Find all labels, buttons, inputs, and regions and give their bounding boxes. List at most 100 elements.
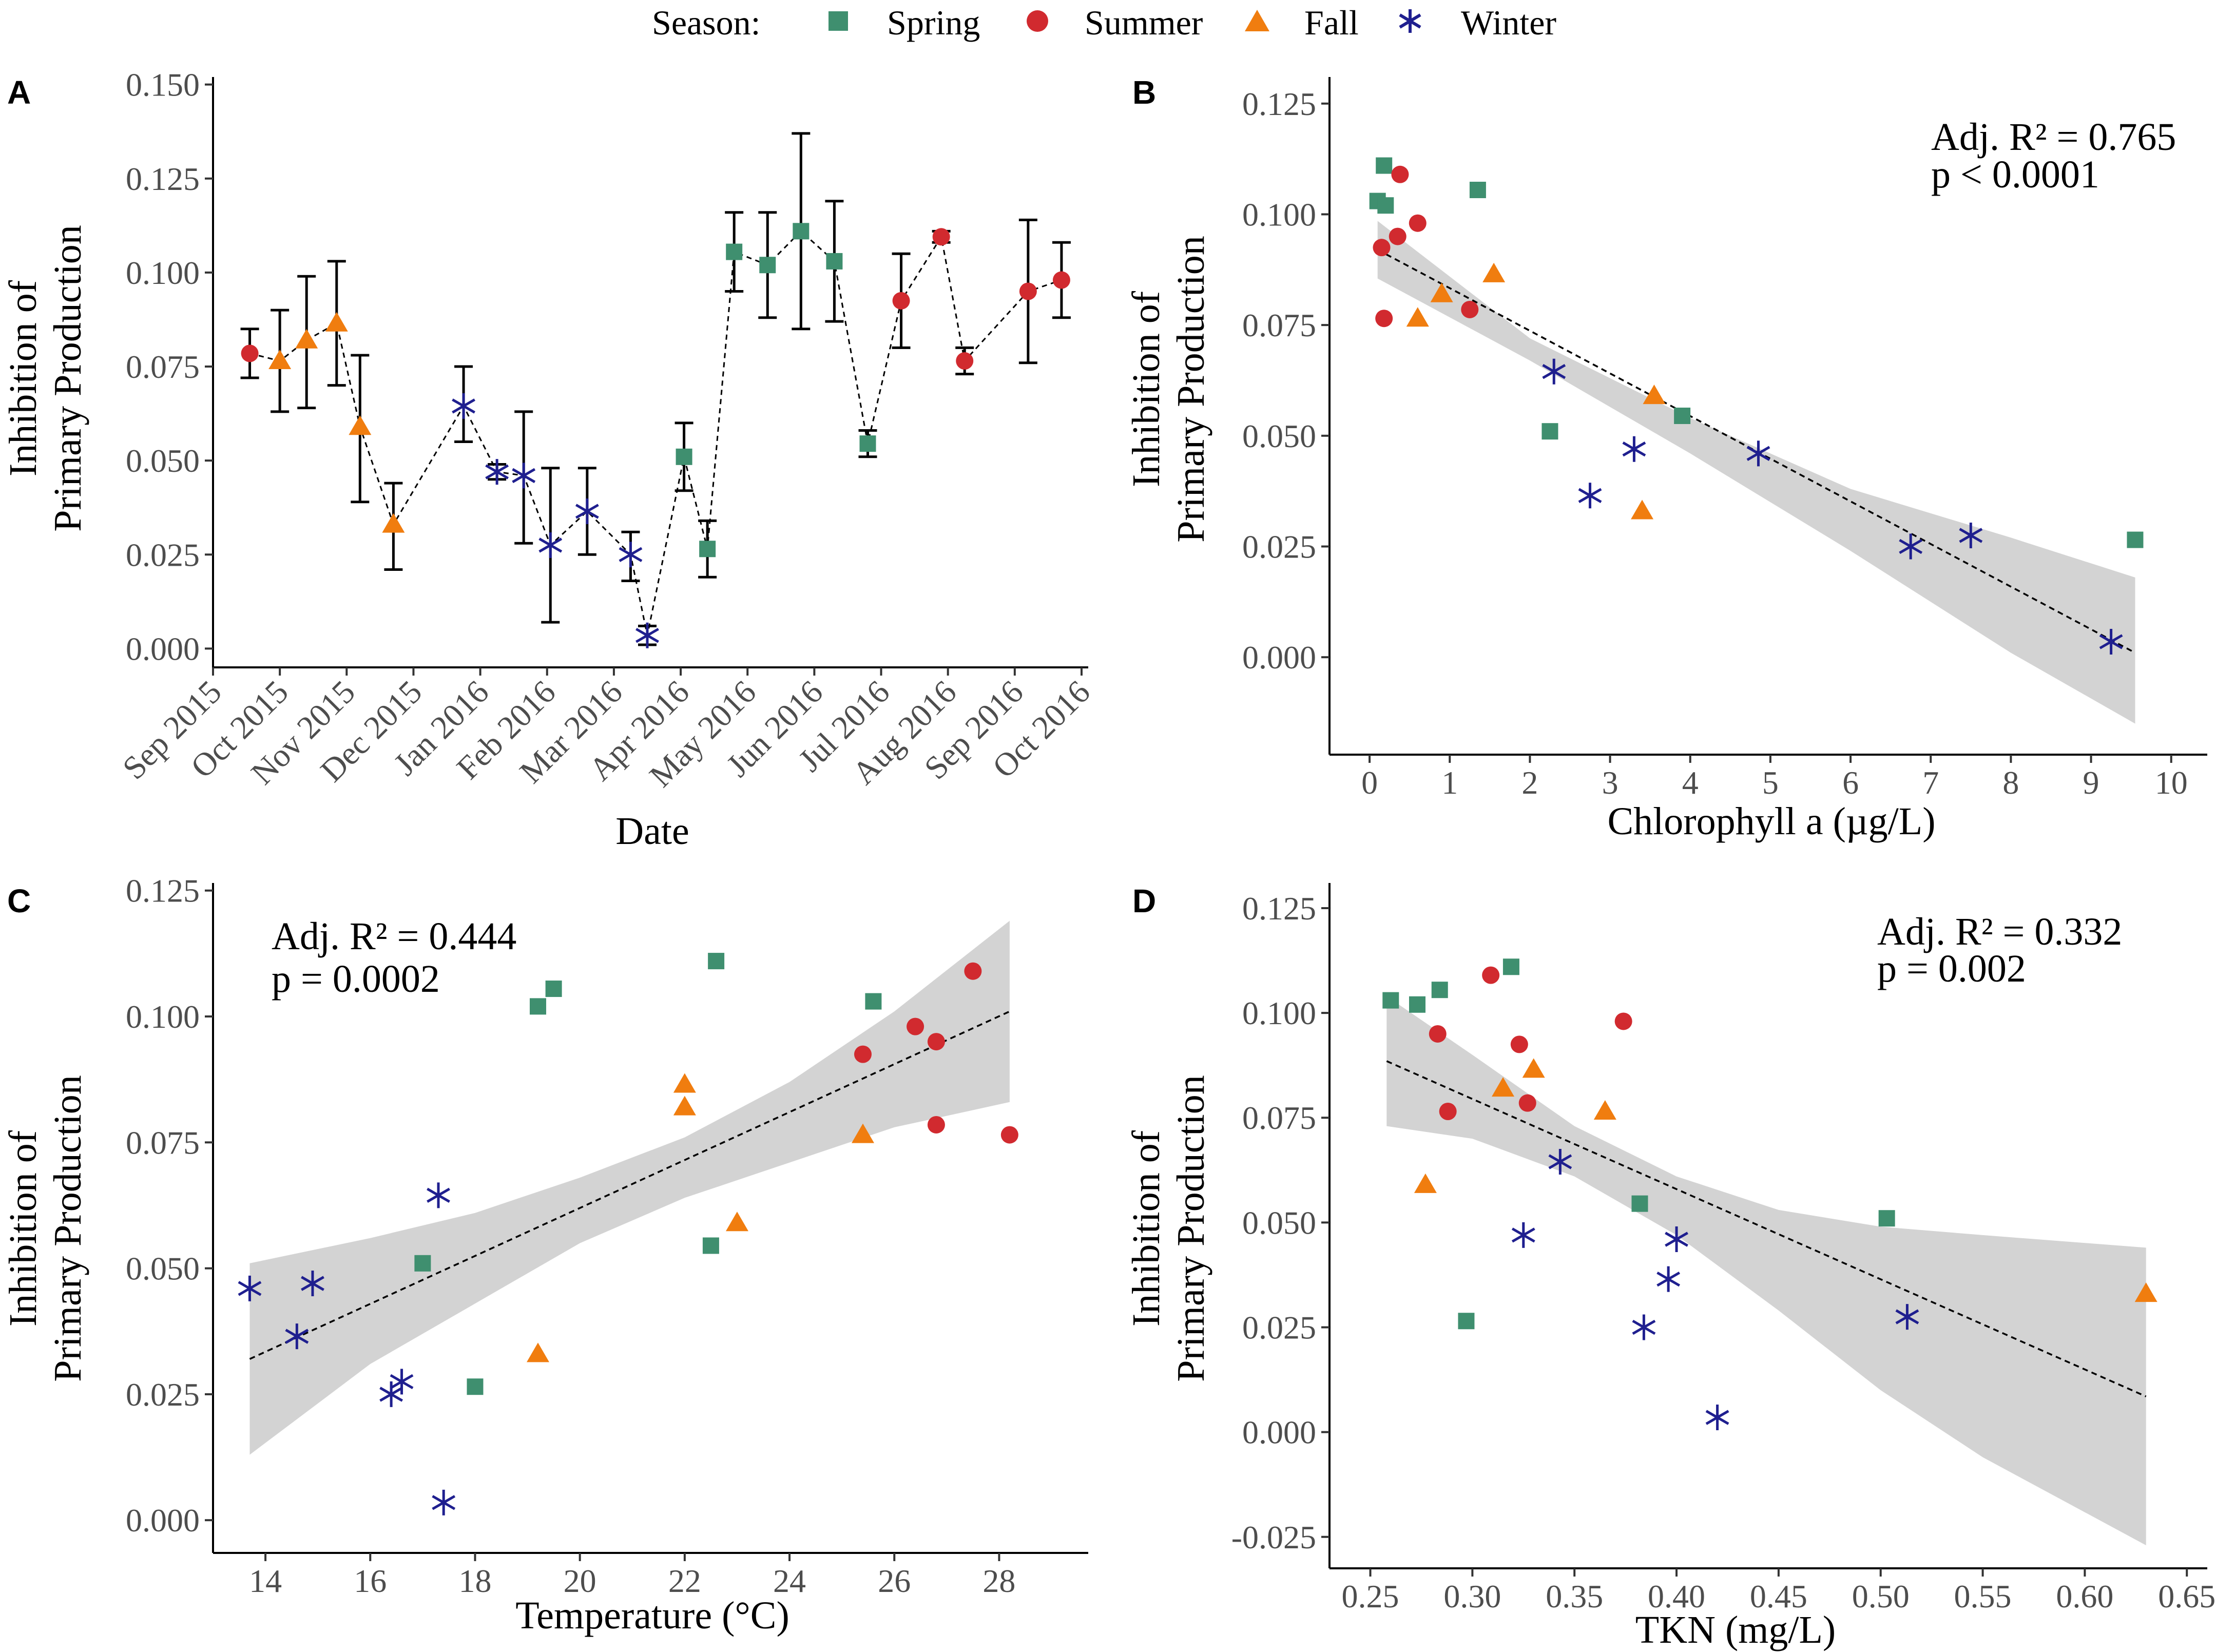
legend-fall-marker [1245, 10, 1269, 31]
panel-a-point-fall [268, 350, 292, 370]
panel-d-point-winter-stroke-2 [1705, 1410, 1729, 1425]
panel-a-point-winter [635, 622, 659, 648]
panel-a-point-fall [295, 329, 318, 349]
panel-b-xlabel: Chlorophyll a (µg/L) [1607, 800, 1935, 843]
panel-d-point-spring [1502, 958, 1519, 975]
panel-d-point-spring [1409, 996, 1425, 1013]
panel-d-confidence-band [1386, 996, 2146, 1546]
panel-d-xtick-label: 0.25 [1342, 1578, 1399, 1615]
panel-d-point-fall [1522, 1058, 1545, 1078]
panel-d-ylabel-line1: Inhibition of [1125, 1130, 1168, 1327]
panel-a-point-spring [859, 435, 876, 452]
panel-d-point-fall [2134, 1282, 2157, 1302]
legend-winter: Winter [1399, 3, 1556, 42]
panel-c-xlabel: Temperature (°C) [515, 1594, 789, 1637]
panel-a-ylabel-line2: Primary Production [46, 225, 89, 531]
panel-d-point-winter [1705, 1405, 1729, 1431]
panel-c-point-winter-stroke-2 [301, 1276, 324, 1291]
panel-c-xtick-label: 22 [668, 1563, 701, 1599]
panel-a-point-winter-stroke-2 [452, 398, 475, 414]
panel-b-ytick-label: 0.000 [1242, 639, 1316, 676]
panel-c-point-summer [964, 962, 982, 980]
panel-d-point-winter [1665, 1226, 1688, 1253]
panel-a-point-summer [1019, 282, 1037, 300]
panel-c-point-winter [390, 1369, 414, 1395]
panel-b-letter: B [1132, 74, 1156, 111]
panel-b-point-winter [1746, 440, 1770, 467]
panel-a-point-fall [349, 415, 372, 435]
panel-a-point-winter-stroke-2 [575, 504, 599, 519]
panel-c-ylabel-line1: Inhibition of [2, 1130, 45, 1327]
panel-b-point-winter [1622, 436, 1646, 462]
panel-d-xtick-label: 0.55 [1954, 1578, 2012, 1615]
panel-b-point-spring [1377, 197, 1394, 214]
panel-a-point-winter [619, 542, 643, 568]
legend-summer-label: Summer [1085, 3, 1203, 42]
panel-a-ylabel-line1: Inhibition of [2, 280, 45, 476]
panel-b-xtick-label: 9 [2083, 764, 2099, 801]
panel-d-ytick-label: 0.125 [1242, 890, 1316, 927]
panel-d-plot: -0.025 0.000 0.025 0.050 0.075 0.100 0.125 0.25… [1231, 883, 2215, 1615]
panel-d-point-summer [1439, 1103, 1457, 1120]
panel-b: B Inhibition of Primary Production 0.000… [1125, 74, 2207, 843]
panel-b-xtick-label: 7 [1922, 764, 1939, 801]
panel-b-fit-line [1377, 248, 2136, 654]
panel-a-point-winter [575, 498, 599, 525]
panel-c-xtick-label: 20 [564, 1563, 596, 1599]
panel-b-point-fall [1406, 307, 1429, 327]
legend-spring: Spring [828, 3, 980, 42]
panel-d-ytick-label: -0.025 [1231, 1519, 1316, 1555]
panel-c-point-summer [1000, 1126, 1018, 1144]
panel-d: D Inhibition of Primary Production -0.02… [1125, 882, 2215, 1651]
panel-d-point-spring [1458, 1313, 1475, 1330]
panel-d-point-winter-stroke-2 [1548, 1154, 1572, 1169]
panel-d-fit-line [1386, 1060, 2147, 1397]
panel-a-letter: A [7, 74, 31, 111]
legend-fall: Fall [1245, 3, 1359, 42]
panel-c-point-summer [927, 1116, 945, 1134]
legend-winter-label: Winter [1461, 3, 1556, 42]
panel-c-point-winter-stroke-2 [285, 1329, 309, 1344]
panel-a-ytick-label: 0.075 [126, 349, 200, 385]
panel-c-point-winter [379, 1381, 403, 1407]
panel-d-ytick-label: 0.050 [1242, 1204, 1316, 1241]
panel-d-letter: D [1132, 882, 1156, 919]
panel-c-point-fall [673, 1096, 696, 1116]
panel-c-ytick-label: 0.100 [126, 998, 200, 1035]
panel-b-point-winter-stroke-2 [1542, 364, 1566, 379]
panel-d-point-winter-stroke-2 [1895, 1309, 1919, 1324]
panel-d-point-winter-stroke-2 [1632, 1319, 1656, 1335]
panel-c-stat-r2: Adj. R² = 0.444 [272, 915, 516, 958]
panel-d-point-spring [1431, 982, 1448, 998]
panel-a-ytick-label: 0.150 [126, 67, 200, 103]
panel-d-xtick-label: 0.65 [2158, 1578, 2215, 1615]
panel-b-point-spring [1674, 408, 1691, 424]
panel-c-point-summer [854, 1045, 872, 1063]
panel-b-point-summer [1391, 165, 1409, 183]
panel-c-point-spring [702, 1237, 719, 1254]
panel-a-point-fall [382, 513, 405, 533]
panel-b-point-winter-stroke-2 [2099, 634, 2123, 649]
panel-d-ytick-label: 0.075 [1242, 1100, 1316, 1136]
panel-c-point-spring [708, 953, 725, 970]
panel-b-ytick-label: 0.050 [1242, 418, 1316, 454]
panel-d-point-winter [1656, 1266, 1681, 1292]
panel-b-point-fall [1631, 500, 1654, 520]
panel-c: C Inhibition of Primary Production 0.000… [2, 873, 1088, 1637]
panel-d-point-spring [1382, 992, 1399, 1009]
panel-d-point-winter [1548, 1148, 1572, 1175]
panel-b-point-fall [1643, 385, 1666, 405]
panel-a-point-summer [241, 344, 259, 362]
panel-b-point-winter [2099, 629, 2123, 655]
panel-d-point-fall [1593, 1100, 1616, 1120]
panel-a-point-spring [759, 257, 776, 274]
panel-d-point-summer [1614, 1012, 1632, 1030]
panel-b-ytick-label: 0.125 [1242, 86, 1316, 122]
panel-a-xlabel: Date [615, 810, 689, 853]
panel-b-xtick-label: 3 [1602, 764, 1618, 801]
panel-c-xtick-label: 24 [773, 1563, 806, 1599]
panel-b-point-winter [1899, 533, 1923, 560]
legend-summer: Summer [1027, 3, 1203, 42]
